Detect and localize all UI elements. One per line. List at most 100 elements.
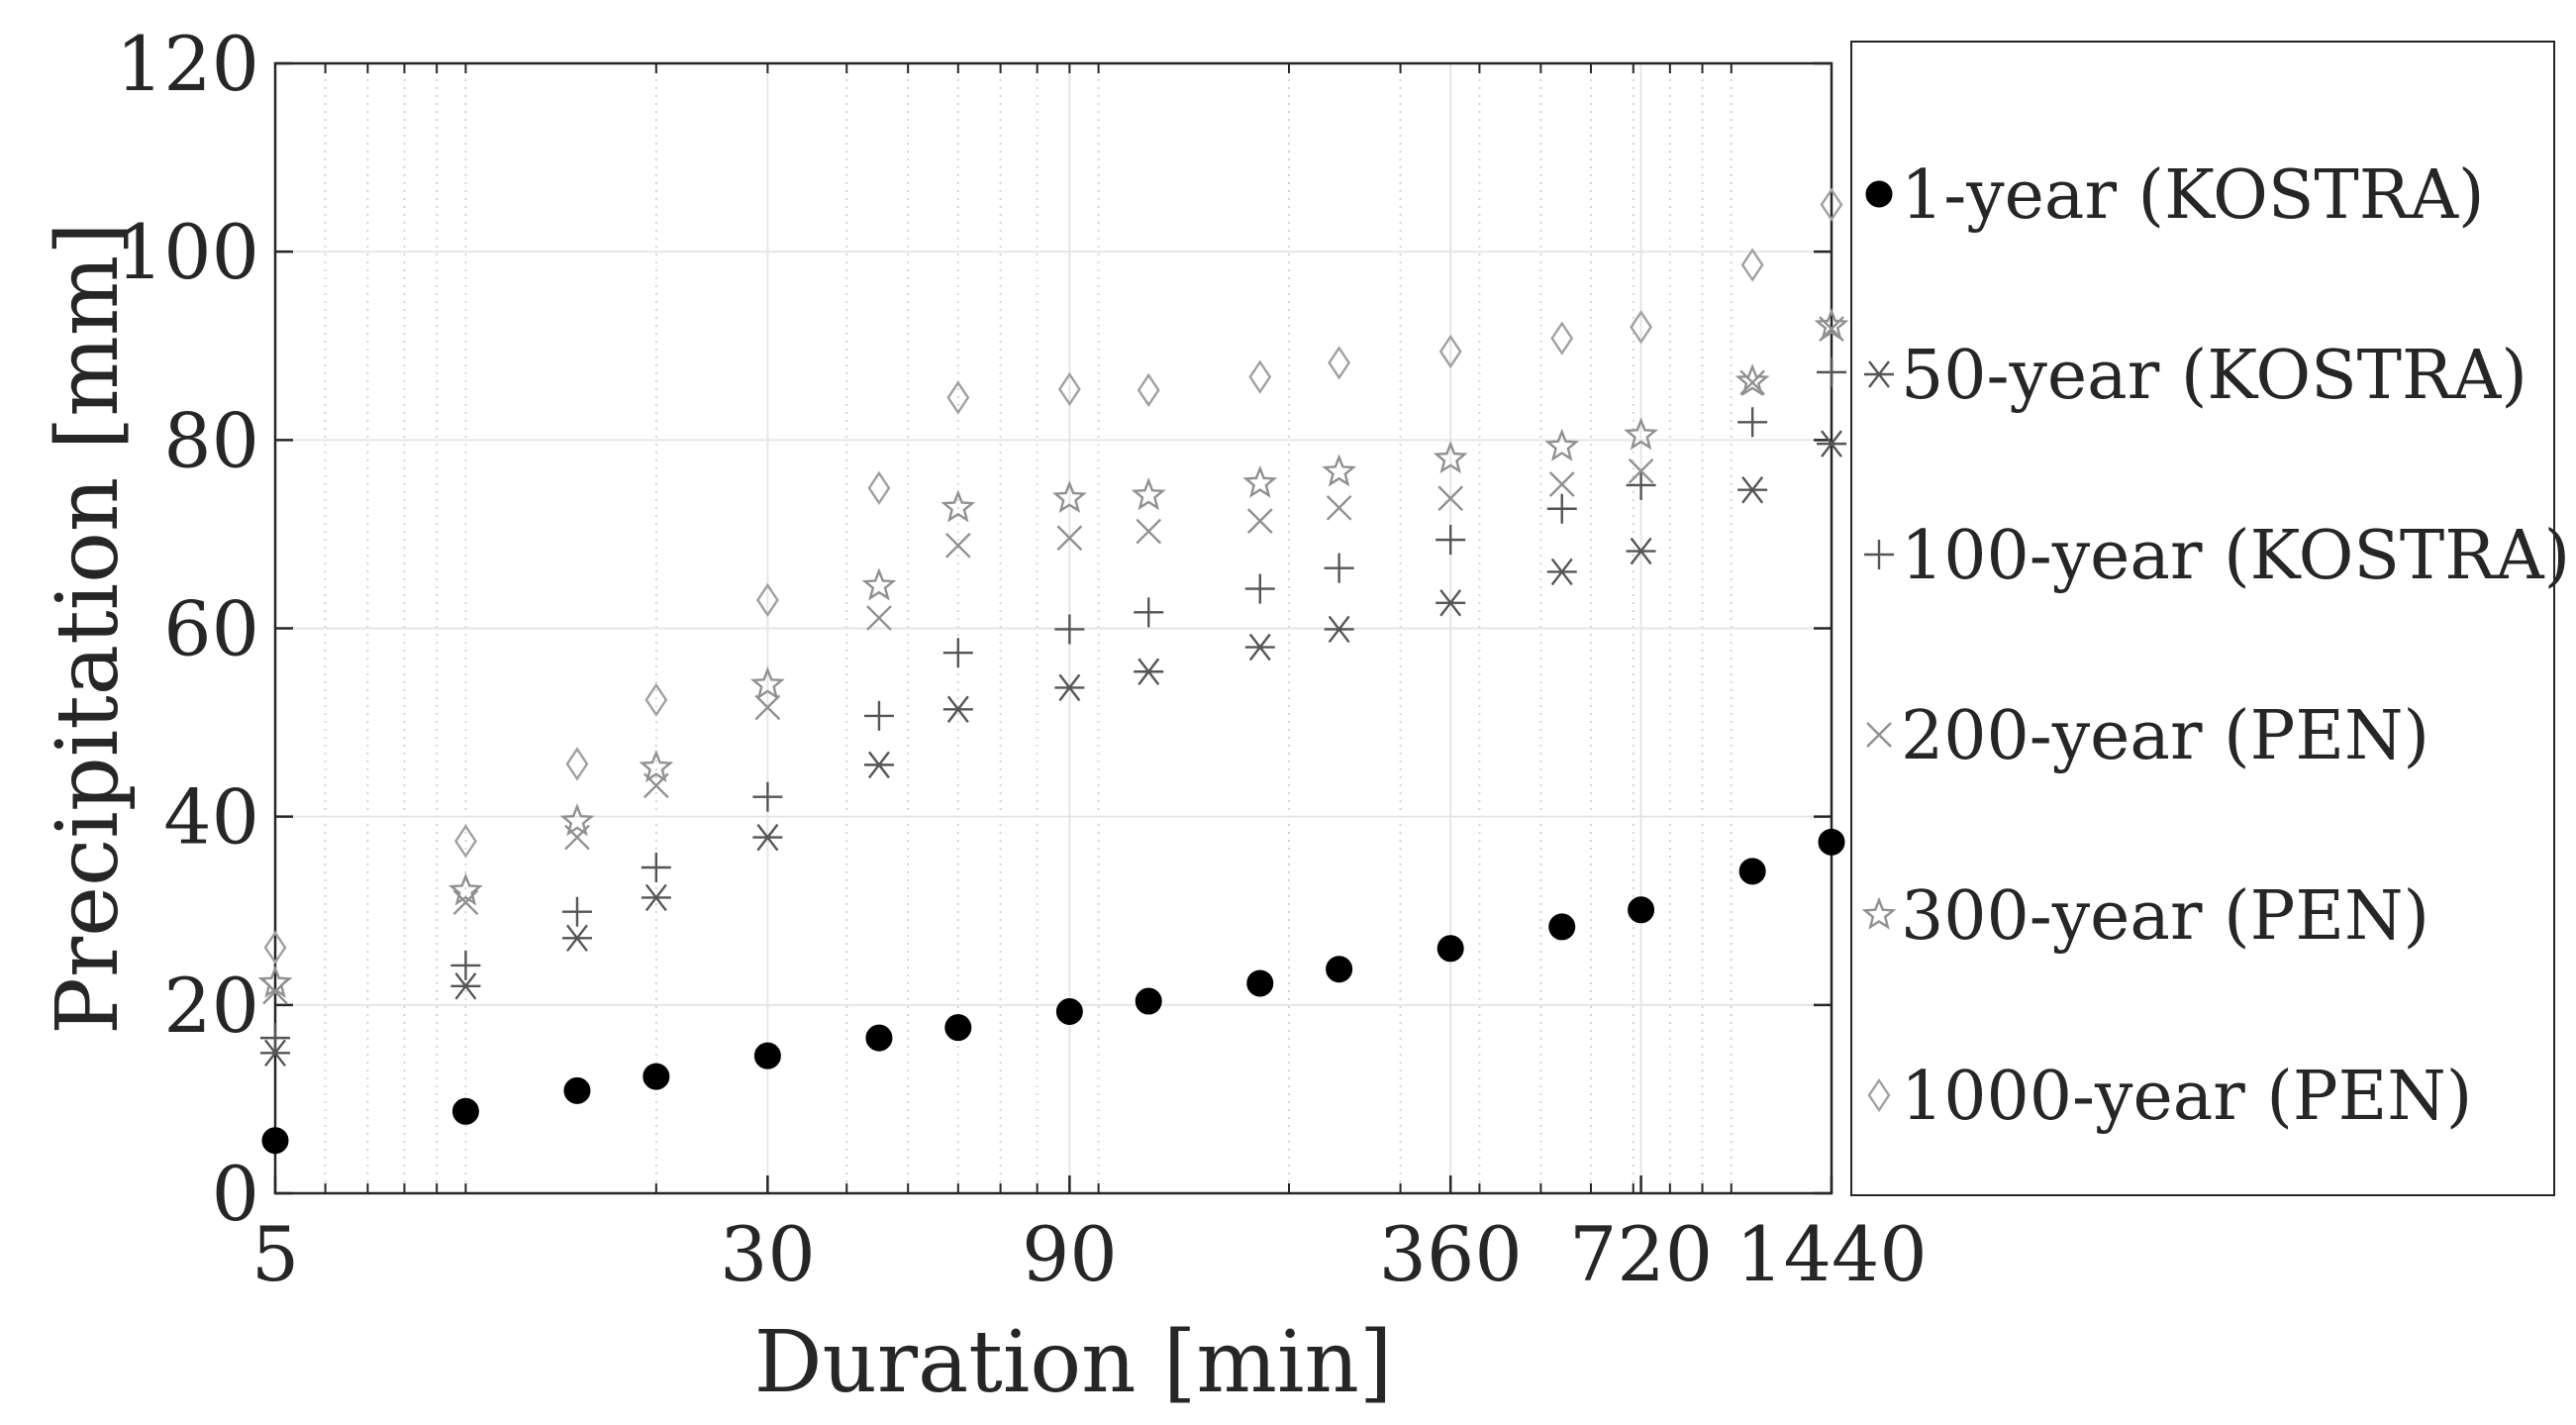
data-point-1-year-kostra bbox=[944, 1014, 972, 1042]
data-point-1000-year-pen bbox=[263, 930, 287, 965]
data-point-200-year-pen bbox=[1136, 518, 1162, 545]
data-point-50-year-kostra bbox=[1134, 658, 1164, 685]
data-point-300-year-pen bbox=[257, 965, 293, 998]
data-point-100-year-kostra bbox=[1817, 356, 1846, 387]
data-point-300-year-pen bbox=[861, 567, 897, 601]
data-point-100-year-kostra bbox=[1054, 614, 1085, 645]
data-point-1-year-kostra bbox=[261, 1127, 289, 1155]
legend-label-300-year-pen: 300-year (PEN) bbox=[1901, 877, 2429, 956]
asterisk-marker-stroke bbox=[1626, 537, 1656, 565]
data-point-300-year-pen bbox=[941, 489, 976, 523]
data-point-1000-year-pen bbox=[867, 470, 891, 505]
asterisk-marker-stroke bbox=[863, 751, 894, 779]
data-point-100-year-kostra bbox=[1436, 525, 1466, 556]
data-point-100-year-kostra bbox=[450, 950, 481, 980]
plus-marker-stroke bbox=[450, 950, 481, 980]
data-point-1-year-kostra bbox=[1437, 935, 1464, 963]
data-point-300-year-pen bbox=[1734, 363, 1770, 397]
y-axis-title: Precipitation [mm] bbox=[39, 222, 138, 1035]
x-tick-label: 360 bbox=[1379, 1210, 1523, 1298]
diamond-marker-shape bbox=[1248, 359, 1272, 394]
data-point-1000-year-pen bbox=[946, 380, 970, 415]
star-marker-shape bbox=[447, 872, 483, 906]
diamond-marker-shape bbox=[644, 682, 668, 717]
x-tick-label: 30 bbox=[720, 1210, 816, 1298]
data-point-100-year-kostra bbox=[1244, 573, 1275, 604]
data-point-1000-year-pen bbox=[1057, 371, 1081, 407]
grid bbox=[274, 62, 1833, 1194]
plus-marker-stroke bbox=[1324, 553, 1354, 583]
data-point-50-year-kostra bbox=[1436, 589, 1466, 617]
x-tick-label: 720 bbox=[1569, 1210, 1713, 1298]
data-point-300-year-pen bbox=[1433, 441, 1468, 474]
data-point-300-year-pen bbox=[447, 872, 483, 906]
plus-marker-stroke bbox=[561, 896, 592, 927]
star-marker-shape bbox=[941, 489, 976, 523]
x-tick-label: 1440 bbox=[1735, 1210, 1927, 1298]
data-point-1000-year-pen bbox=[1137, 372, 1160, 408]
data-point-100-year-kostra bbox=[1737, 407, 1768, 438]
y-tick-label: 40 bbox=[163, 773, 259, 862]
data-point-50-year-kostra bbox=[752, 823, 783, 852]
data-point-50-year-kostra bbox=[260, 1039, 290, 1068]
plus-marker-stroke bbox=[1546, 493, 1577, 524]
data-point-50-year-kostra bbox=[1737, 475, 1768, 504]
cross-marker-stroke bbox=[1136, 518, 1162, 545]
series-1000-year-pen bbox=[263, 187, 1843, 965]
cross-marker-stroke bbox=[1326, 494, 1352, 521]
diamond-marker-shape bbox=[1438, 334, 1462, 369]
data-point-1-year-kostra bbox=[1818, 828, 1845, 856]
x-tick-label: 90 bbox=[1022, 1210, 1118, 1298]
data-point-1000-year-pen bbox=[453, 824, 477, 859]
diamond-marker-shape bbox=[1867, 1077, 1891, 1113]
asterisk-marker-stroke bbox=[752, 823, 783, 852]
data-point-100-year-kostra bbox=[561, 896, 592, 927]
y-tick-label: 20 bbox=[163, 962, 259, 1050]
legend-box bbox=[1850, 41, 2555, 1196]
data-point-100-year-kostra bbox=[641, 853, 671, 883]
cross-marker-stroke bbox=[1437, 485, 1464, 512]
data-point-300-year-pen bbox=[749, 666, 785, 700]
data-point-200-year-pen bbox=[866, 605, 892, 631]
data-point-50-year-kostra bbox=[1626, 537, 1656, 565]
data-point-1-year-kostra bbox=[1548, 913, 1576, 941]
diamond-marker-shape bbox=[755, 582, 779, 618]
data-point-200-year-pen bbox=[452, 889, 479, 916]
data-point-50-year-kostra bbox=[1324, 615, 1354, 644]
plus-marker-stroke bbox=[1626, 469, 1656, 500]
legend-marker-300-year-pen bbox=[1861, 896, 1897, 930]
data-point-1000-year-pen bbox=[1820, 187, 1843, 222]
data-point-300-year-pen bbox=[559, 803, 595, 837]
data-point-300-year-pen bbox=[1242, 464, 1278, 498]
plus-marker-stroke bbox=[641, 853, 671, 883]
y-tick-label: 0 bbox=[212, 1150, 259, 1238]
x-tick-label: 5 bbox=[251, 1210, 299, 1298]
data-point-50-year-kostra bbox=[450, 972, 481, 1000]
data-point-1-year-kostra bbox=[753, 1042, 781, 1069]
asterisk-marker-stroke bbox=[450, 972, 481, 1000]
cross-marker-stroke bbox=[1628, 458, 1654, 484]
diamond-marker-shape bbox=[1820, 187, 1843, 222]
data-point-200-year-pen bbox=[1056, 525, 1083, 552]
legend-label-50-year-kostra: 50-year (KOSTRA) bbox=[1901, 337, 2527, 415]
data-point-300-year-pen bbox=[1322, 454, 1357, 487]
data-point-1000-year-pen bbox=[565, 747, 589, 781]
asterisk-marker-stroke bbox=[1324, 615, 1354, 644]
data-point-1-year-kostra bbox=[451, 1097, 479, 1125]
star-marker-shape bbox=[1433, 441, 1468, 474]
plus-marker-stroke bbox=[1244, 573, 1275, 604]
data-point-1-year-kostra bbox=[643, 1063, 670, 1090]
cross-marker-stroke bbox=[452, 889, 479, 916]
plus-marker-stroke bbox=[1864, 540, 1894, 569]
diamond-marker-shape bbox=[1328, 346, 1351, 380]
data-point-1-year-kostra bbox=[1246, 969, 1274, 997]
x-axis-title: Duration [min] bbox=[754, 1313, 1393, 1412]
legend-label-100-year-kostra: 100-year (KOSTRA) bbox=[1901, 517, 2570, 595]
cross-marker-stroke bbox=[866, 605, 892, 631]
diamond-marker-shape bbox=[1740, 248, 1764, 282]
axes: 5 30 90 360 720 1440 0 20 40 60 80 100 120 Duration [… bbox=[39, 20, 1928, 1412]
data-point-200-year-pen bbox=[944, 532, 971, 559]
data-point-300-year-pen bbox=[1051, 480, 1087, 514]
data-point-100-year-kostra bbox=[942, 638, 973, 668]
